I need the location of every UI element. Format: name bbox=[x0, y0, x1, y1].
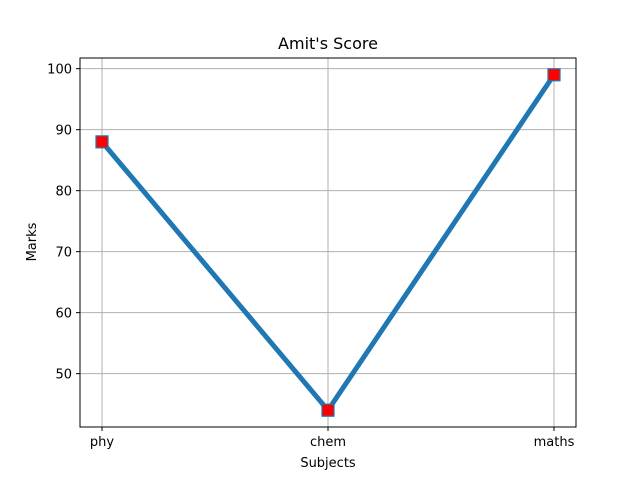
chart-title: Amit's Score bbox=[278, 34, 378, 53]
data-point-marker bbox=[95, 135, 109, 149]
axis-ticks: phy chem maths 50 60 70 80 90 100 bbox=[47, 63, 574, 450]
y-tick-label: 90 bbox=[55, 124, 72, 139]
y-axis-label: Marks bbox=[25, 222, 40, 261]
x-tick-label: phy bbox=[90, 435, 114, 450]
y-tick-label: 50 bbox=[55, 368, 72, 383]
x-axis-label: Subjects bbox=[300, 456, 356, 471]
y-tick-label: 80 bbox=[55, 185, 72, 200]
y-tick-label: 70 bbox=[55, 246, 72, 261]
x-tick-label: maths bbox=[534, 435, 575, 450]
y-tick-label: 60 bbox=[55, 307, 72, 322]
x-tick-label: chem bbox=[310, 435, 346, 450]
series-layer bbox=[95, 68, 561, 417]
y-tick-label: 100 bbox=[47, 63, 72, 78]
data-point-marker bbox=[547, 68, 561, 82]
data-point-marker bbox=[321, 403, 335, 417]
grid-lines bbox=[80, 58, 576, 427]
